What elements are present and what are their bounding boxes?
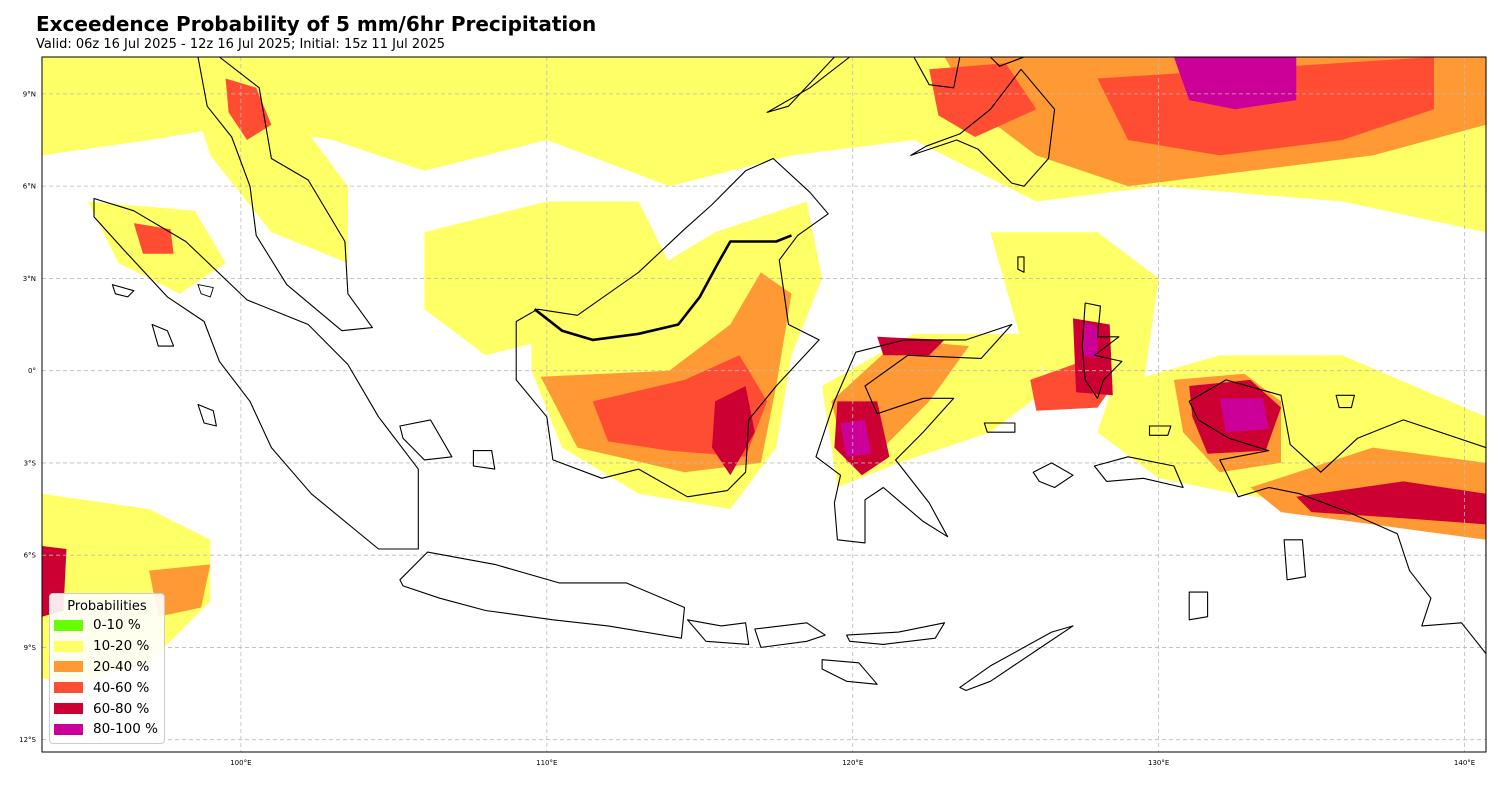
coastline-bangka <box>399 419 453 461</box>
prob-area-sumatra-north-40 <box>133 223 174 254</box>
coastline-malay-peninsula <box>197 57 373 332</box>
lat-tick-label: 3°N <box>23 275 36 283</box>
map-frame <box>41 56 1487 753</box>
coastline-belitung <box>472 450 496 470</box>
coastline-seram <box>1093 456 1184 489</box>
prob-area-sulawesi-south-80 <box>840 419 872 457</box>
lon-tick-label: 100°E <box>230 759 251 767</box>
coastline-sulawesi <box>815 323 1013 544</box>
coastline-aru <box>1283 539 1307 581</box>
lon-tick-label: 110°E <box>536 759 557 767</box>
coastline-biak <box>1335 394 1355 409</box>
coastline-tanimbar <box>1188 591 1209 621</box>
lake-lake-toba <box>197 284 214 298</box>
legend-item-60-80: 60-80 % <box>50 698 164 719</box>
legend-swatch <box>54 619 83 631</box>
legend-label: 60-80 % <box>93 700 150 717</box>
coastline-timor <box>959 625 1074 692</box>
coastline-sumbawa <box>754 622 826 648</box>
prob-area-halmahera-80 <box>1082 321 1098 359</box>
legend-swatch <box>54 661 83 673</box>
legend-item-0-10: 0-10 % <box>50 615 164 636</box>
coastline-buru <box>1032 462 1074 489</box>
prob-area-bird-head-80 <box>1219 398 1269 433</box>
coastline-flores <box>846 622 946 645</box>
legend-label: 0-10 % <box>93 617 141 634</box>
coastline-simeulue <box>111 284 135 298</box>
coastline-taliabu <box>983 422 1016 433</box>
legend-swatch <box>54 682 83 694</box>
coastline-nias <box>151 323 175 347</box>
legend-item-20-40: 20-40 % <box>50 657 164 678</box>
coastline-bali-lombok <box>686 619 750 645</box>
axis-labels: 9°N 6°N 3°N 0° 3°S 6°S 9°S 12°S 100°E 110°E 120°E 1… <box>19 90 1475 767</box>
legend-swatch <box>54 723 83 735</box>
prob-area-philippine-sea-40 <box>1097 57 1434 156</box>
border-malaysia-indonesia-border <box>533 234 792 342</box>
coastline-borneo <box>515 157 829 498</box>
coastline-new-guinea <box>1188 379 1486 655</box>
coastline-mindanao <box>910 68 1056 187</box>
chart-title: Exceedence Probability of 5 mm/6hr Preci… <box>36 12 597 36</box>
coastline-java <box>399 551 686 639</box>
coastline-misool <box>1148 425 1172 436</box>
lat-tick-label: 12°S <box>19 736 36 744</box>
legend-item-80-100: 80-100 % <box>50 719 164 740</box>
lon-tick-label: 130°E <box>1148 759 1169 767</box>
lat-tick-label: 0° <box>28 367 36 375</box>
lon-tick-label: 140°E <box>1454 759 1475 767</box>
legend-swatch <box>54 703 83 715</box>
chart-subtitle: Valid: 06z 16 Jul 2025 - 12z 16 Jul 2025… <box>36 37 446 52</box>
legend-label: 40-60 % <box>93 679 150 696</box>
lon-tick-label: 120°E <box>842 759 863 767</box>
lat-tick-label: 3°S <box>24 459 37 467</box>
legend-label: 80-100 % <box>93 721 158 738</box>
legend-item-40-60: 40-60 % <box>50 677 164 698</box>
coastline-philippines-leyte-samar <box>989 57 1025 67</box>
legend-item-10-20: 10-20 % <box>50 636 164 657</box>
coastline-philippines-visayas <box>913 57 961 89</box>
lat-tick-label: 6°N <box>23 183 36 191</box>
coastline-sangihe <box>1017 256 1025 273</box>
lat-tick-label: 9°S <box>24 644 37 652</box>
coastline-siberut <box>197 403 217 427</box>
coastline-sumatra <box>93 197 419 550</box>
prob-area-malay-peninsula-40 <box>225 78 272 140</box>
prob-area-philippine-sea-80 <box>1173 57 1297 110</box>
prob-area-papua-south-60 <box>1296 481 1486 525</box>
legend-title: Probabilities <box>67 599 147 614</box>
prob-area-malay-peninsula-yellow <box>179 57 348 263</box>
lat-tick-label: 6°S <box>24 552 37 560</box>
legend-label: 10-20 % <box>93 638 150 655</box>
legend-swatch <box>54 640 83 652</box>
coastlines <box>93 57 1486 692</box>
prob-area-borneo-60 <box>712 386 755 476</box>
legend: Probabilities 0-10 % 10-20 % 20-40 % 40-… <box>49 593 165 744</box>
prob-area-sulawesi-north-40 <box>877 336 945 356</box>
coastline-palawan <box>766 57 851 113</box>
coastline-halmahera <box>1081 302 1123 399</box>
coastline-sumba <box>821 659 878 685</box>
lat-tick-label: 9°N <box>23 90 36 98</box>
prob-area-molucca-sea-yellow <box>990 232 1159 402</box>
prob-area-mindanao-40 <box>929 63 1037 138</box>
legend-label: 20-40 % <box>93 658 150 675</box>
